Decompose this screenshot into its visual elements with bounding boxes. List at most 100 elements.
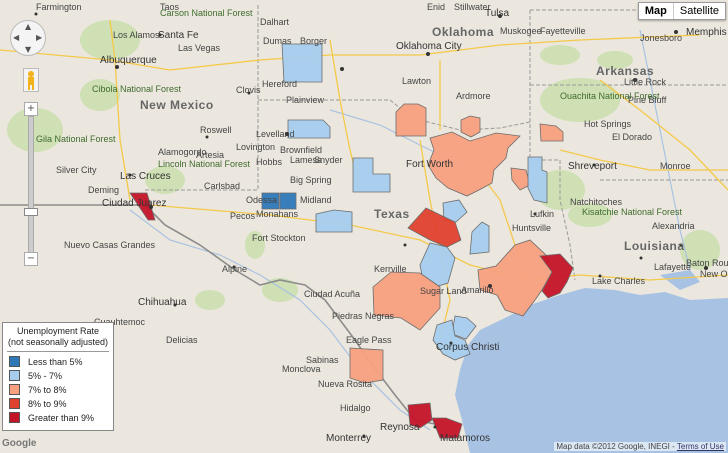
- label-lincoln-nf: Lincoln National Forest: [158, 159, 251, 169]
- label-cibola-nf: Cibola National Forest: [92, 84, 182, 94]
- label-huntsville: Huntsville: [512, 223, 552, 233]
- region-dallas-fort-worth[interactable]: [427, 131, 521, 197]
- label-texas: Texas: [374, 207, 410, 221]
- label-monahans: Monahans: [256, 209, 299, 219]
- label-muskogee: Muskogee: [500, 26, 542, 36]
- region-abilene[interactable]: [352, 157, 391, 193]
- zoom-in-button[interactable]: +: [24, 102, 38, 116]
- unemployment-regions: [129, 43, 574, 439]
- label-dalhart: Dalhart: [260, 17, 290, 27]
- region-wichita-falls[interactable]: [395, 103, 427, 137]
- label-tulsa: Tulsa: [485, 8, 510, 19]
- label-monclova: Monclova: [282, 364, 321, 374]
- label-snyder: Snyder: [314, 155, 343, 165]
- region-midland[interactable]: [279, 192, 297, 210]
- label-sugar-land: Amarillo: [461, 285, 494, 295]
- legend-swatch: [9, 384, 20, 395]
- satellite-button[interactable]: Satellite: [672, 3, 725, 19]
- label-stillwater: Stillwater: [454, 2, 491, 12]
- label-new-mexico: New Mexico: [140, 98, 214, 112]
- label-fayetteville: Fayetteville: [540, 26, 586, 36]
- label-fort-stockton: Fort Stockton: [252, 233, 306, 243]
- attribution: Map data ©2012 Google, INEGI - Terms of …: [554, 442, 726, 451]
- label-los-alamos: Los Alamos: [113, 30, 160, 40]
- region-corpus-christi[interactable]: [432, 319, 471, 361]
- map-type-control: Map Satellite: [637, 2, 726, 20]
- label-lake-charles: Lake Charles: [592, 276, 646, 286]
- legend-label: Less than 5%: [28, 356, 83, 367]
- legend: Unemployment Rate (not seasonally adjust…: [2, 322, 114, 431]
- label-hobbs: Hobbs: [256, 157, 283, 167]
- label-oklahoma-city: Oklahoma City: [396, 41, 462, 52]
- label-hereford: Hereford: [262, 79, 298, 89]
- region-beaumont[interactable]: [539, 253, 574, 299]
- zoom-slider-handle[interactable]: [24, 208, 38, 216]
- pan-left-icon[interactable]: ◀: [13, 33, 20, 42]
- label-oklahoma: Oklahoma: [432, 25, 495, 39]
- legend-item: 8% to 9%: [9, 398, 109, 409]
- label-carson-nf: Carson National Forest: [160, 8, 253, 18]
- legend-swatch: [9, 412, 20, 423]
- region-el-paso[interactable]: [129, 192, 156, 221]
- label-midland: Midland: [300, 195, 332, 205]
- legend-item: Less than 5%: [9, 356, 109, 367]
- pan-control[interactable]: ▲ ▼ ◀ ▶: [10, 20, 46, 56]
- label-taos: Taos: [160, 2, 180, 12]
- city-dots: [34, 12, 708, 438]
- label-kerrville: Kerrville: [374, 264, 407, 274]
- region-mcallen[interactable]: [407, 402, 433, 429]
- pan-up-icon[interactable]: ▲: [25, 22, 32, 31]
- pegman-icon[interactable]: [23, 68, 39, 92]
- attribution-text: Map data ©2012 Google, INEGI -: [556, 442, 677, 451]
- label-delicias: Delicias: [166, 335, 198, 345]
- zoom-out-button[interactable]: −: [24, 252, 38, 266]
- region-texarkana[interactable]: [539, 123, 564, 142]
- label-las-vegas: Las Vegas: [178, 43, 221, 53]
- map-button[interactable]: Map: [644, 5, 667, 17]
- label-plainview: Plainview: [286, 95, 325, 105]
- pan-right-icon[interactable]: ▶: [36, 33, 43, 42]
- pan-down-icon[interactable]: ▼: [25, 45, 32, 54]
- label-ardmore: Ardmore: [456, 91, 491, 101]
- highways: [0, 19, 728, 341]
- label-chihuahua: Chihuahua: [138, 297, 187, 308]
- forest-patches: [7, 20, 720, 310]
- legend-swatch: [9, 370, 20, 381]
- label-monroe: Monroe: [660, 161, 691, 171]
- region-odessa[interactable]: [261, 192, 280, 210]
- label-reynosa: Reynosa: [380, 422, 420, 433]
- region-san-antonio[interactable]: [372, 271, 441, 331]
- region-san-angelo[interactable]: [315, 209, 353, 233]
- legend-swatch: [9, 356, 20, 367]
- label-lawton: Lawton: [402, 76, 432, 86]
- label-borger: Borger: [300, 36, 328, 46]
- region-longview[interactable]: [527, 156, 548, 204]
- label-louisiana: Louisiana: [624, 239, 685, 253]
- label-corpus-christi: Corpus Christi: [436, 342, 500, 353]
- label-levelland: Levelland: [256, 129, 295, 139]
- region-sherman[interactable]: [460, 115, 481, 138]
- international-border: [0, 204, 441, 426]
- region-laredo[interactable]: [349, 347, 384, 384]
- label-nuevo-casas-grandes: Nuevo Casas Grandes: [64, 240, 156, 250]
- region-killeen-temple[interactable]: [407, 207, 462, 248]
- legend-title: Unemployment Rate: [16, 326, 100, 336]
- region-college-station[interactable]: [469, 221, 490, 255]
- label-pecos: Pecos: [230, 211, 256, 221]
- legend-label: 7% to 8%: [28, 384, 67, 395]
- label-new-orleans: New Orleans: [700, 269, 728, 279]
- region-tyler[interactable]: [510, 167, 531, 191]
- zoom-slider-track[interactable]: [28, 116, 34, 253]
- region-amarillo[interactable]: [281, 43, 323, 83]
- region-houston[interactable]: [477, 239, 553, 317]
- label-hidalgo: Hidalgo: [340, 403, 371, 413]
- label-santa-fe: Santa Fe: [158, 30, 199, 41]
- label-new-braunfels: Sugar Land: [420, 286, 467, 296]
- label-natchitoches: Natchitoches: [570, 197, 623, 207]
- legend-items: Less than 5% 5% - 7% 7% to 8% 8% to 9% Great…: [7, 356, 109, 423]
- legend-item: Greater than 9%: [9, 412, 109, 423]
- region-brownsville[interactable]: [431, 417, 463, 439]
- terms-of-use-link[interactable]: Terms of Use: [676, 442, 724, 451]
- label-fort-worth: Fort Worth: [406, 159, 454, 170]
